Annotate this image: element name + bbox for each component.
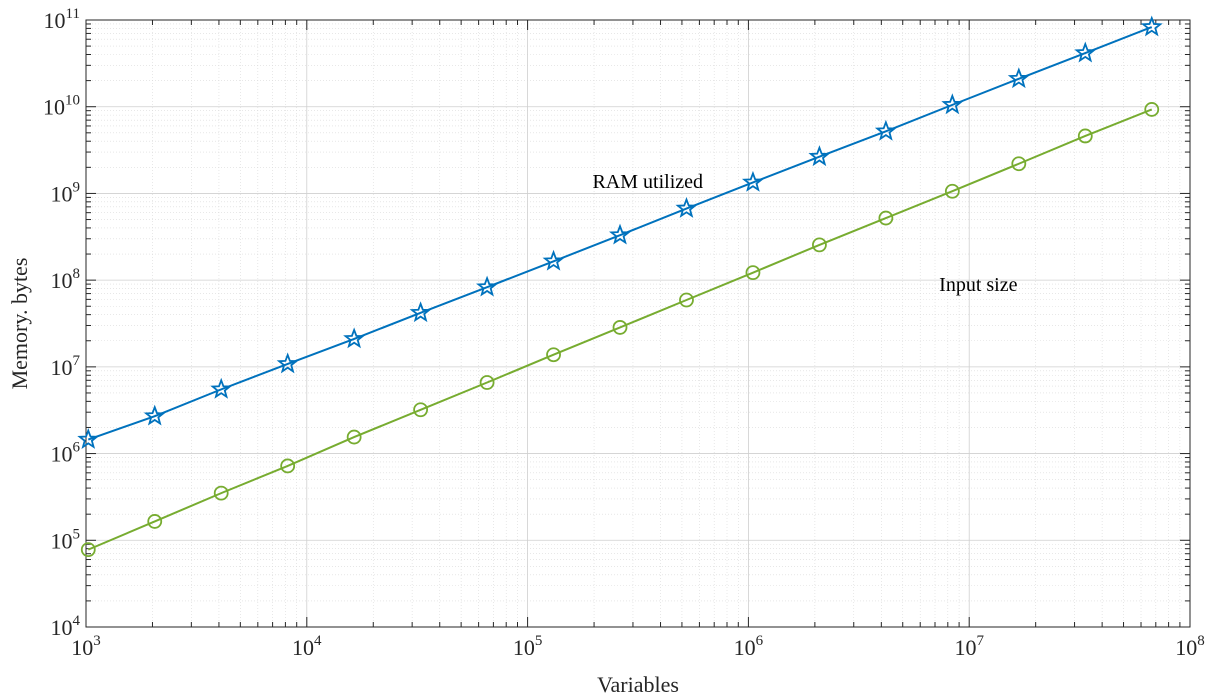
data-point-ram-utilized	[77, 428, 100, 449]
data-point-ram-utilized	[808, 145, 831, 167]
y-axis-label: Memory. bytes	[7, 258, 32, 390]
data-point-input-size	[479, 375, 495, 390]
data-point-ram-utilized	[1074, 41, 1097, 63]
data-point-ram-utilized	[409, 301, 432, 323]
data-point-input-size	[546, 347, 561, 363]
y-tick-label: 1011	[44, 6, 80, 33]
series-line-input-size	[87, 108, 1153, 551]
y-tick-label: 108	[51, 266, 81, 293]
x-tick-label: 108	[1175, 633, 1205, 660]
data-point-ram-utilized	[343, 327, 366, 349]
data-point-ram-utilized	[143, 404, 166, 426]
data-point-ram-utilized	[1140, 15, 1163, 37]
y-tick-label: 106	[51, 440, 81, 467]
data-point-input-size	[878, 210, 894, 226]
x-tick-label: 105	[513, 633, 543, 660]
x-tick-label: 103	[71, 633, 101, 660]
data-point-input-size	[1144, 102, 1160, 117]
data-point-ram-utilized	[741, 170, 764, 192]
x-tick-label: 106	[734, 633, 764, 660]
data-point-input-size	[944, 183, 960, 199]
annotation-ram-utilized: RAM utilized	[592, 171, 703, 193]
data-point-input-size	[812, 237, 827, 253]
y-tick-label: 105	[51, 526, 81, 553]
x-tick-labels: 103 104 105 106 107 108	[71, 633, 1205, 660]
series-layer	[77, 15, 1163, 558]
data-point-input-size	[1077, 128, 1093, 144]
axis-tick-marks	[85, 19, 1191, 628]
annotation-input-size: Input size	[939, 274, 1017, 296]
series-ram-utilized	[77, 15, 1163, 449]
series-input-size	[80, 102, 1160, 558]
x-axis-label: Variables	[597, 672, 679, 696]
data-point-ram-utilized	[609, 223, 632, 245]
data-point-ram-utilized	[675, 196, 698, 218]
y-tick-label: 104	[51, 613, 81, 640]
major-grid	[85, 19, 1191, 628]
data-point-ram-utilized	[542, 249, 565, 271]
data-point-input-size	[280, 458, 296, 474]
data-point-input-size	[612, 320, 628, 335]
plot-area-frame	[85, 19, 1191, 628]
x-tick-label: 104	[292, 633, 322, 660]
series-line-ram-utilized	[87, 26, 1153, 441]
data-point-ram-utilized	[276, 352, 299, 374]
data-point-input-size	[679, 292, 694, 308]
y-tick-label: 109	[51, 179, 81, 206]
minor-grid	[86, 20, 1190, 627]
data-point-input-size	[745, 265, 761, 281]
data-point-input-size	[80, 542, 96, 558]
data-point-ram-utilized	[874, 119, 897, 141]
annotations: RAM utilized Input size	[592, 171, 1017, 296]
data-point-ram-utilized	[1007, 67, 1030, 89]
data-point-input-size	[147, 514, 163, 529]
data-point-input-size	[346, 429, 362, 445]
data-point-ram-utilized	[941, 93, 964, 115]
y-tick-label: 1010	[43, 93, 80, 120]
y-tick-labels: 104 105 106 107 108 109 1010 1011	[43, 6, 81, 640]
data-point-input-size	[213, 485, 229, 501]
data-point-input-size	[413, 402, 429, 418]
data-point-ram-utilized	[476, 275, 499, 297]
data-point-input-size	[1011, 156, 1027, 172]
x-tick-label: 107	[954, 633, 984, 660]
y-tick-label: 107	[51, 353, 81, 380]
data-point-ram-utilized	[210, 377, 233, 399]
